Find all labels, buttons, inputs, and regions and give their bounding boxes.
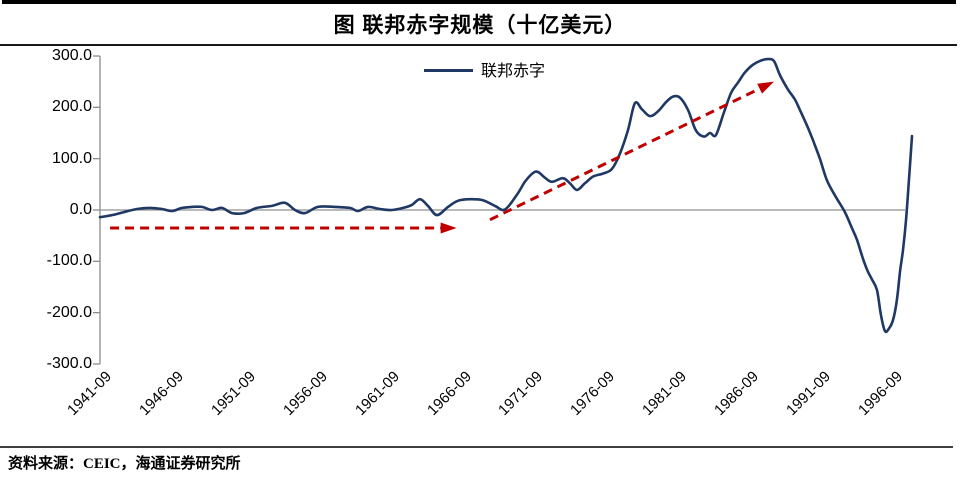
y-axis-tick-label: 0.0 — [69, 201, 92, 218]
top-border-rule — [2, 0, 956, 4]
title-divider-rule — [0, 44, 957, 46]
y-axis-tick-label: 200.0 — [51, 98, 92, 116]
footer-divider-rule — [0, 446, 953, 448]
legend-series-label: 联邦赤字 — [481, 63, 546, 80]
y-axis-tick-label: 100.0 — [51, 149, 92, 167]
y-axis-tick-label: -200.0 — [46, 303, 92, 321]
y-axis-tick-label: -300.0 — [46, 354, 92, 372]
trend-arrow-head — [440, 222, 457, 234]
deficit-line — [98, 57, 914, 334]
legend: 联邦赤字 — [424, 57, 545, 81]
y-axis-tick-label: -100.0 — [46, 252, 92, 270]
source-note: 资料来源：CEIC，海通证券研究所 — [8, 456, 241, 472]
chart-title: 图 联邦赤字规模（十亿美元） — [333, 14, 627, 37]
y-axis-tick-label: 300.0 — [51, 47, 92, 64]
trend-arrow-head — [757, 81, 774, 94]
legend-line-marker — [424, 68, 473, 72]
trend-arrow-shaft — [489, 87, 761, 222]
